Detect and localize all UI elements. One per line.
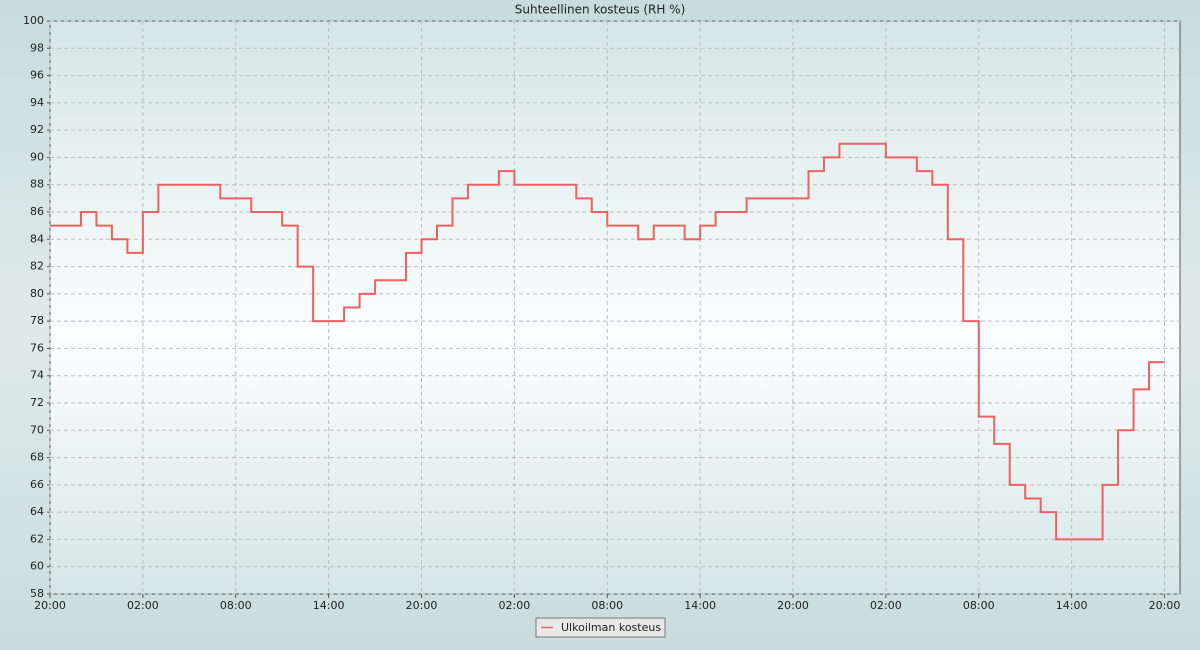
x-tick-label: 02:00 — [870, 599, 902, 612]
y-tick-label: 64 — [30, 505, 44, 518]
y-tick-label: 76 — [30, 341, 44, 354]
y-tick-label: 86 — [30, 205, 44, 218]
y-tick-label: 74 — [30, 369, 44, 382]
x-tick-label: 08:00 — [963, 599, 995, 612]
legend-label: Ulkoilman kosteus — [561, 621, 661, 634]
x-tick-label: 20:00 — [406, 599, 438, 612]
x-tick-label: 14:00 — [684, 599, 716, 612]
chart-title: Suhteellinen kosteus (RH %) — [515, 3, 686, 17]
legend-box — [535, 617, 666, 638]
y-tick-label: 60 — [30, 560, 44, 573]
y-tick-label: 90 — [30, 150, 44, 163]
x-tick-label: 20:00 — [777, 599, 809, 612]
x-tick-label: 08:00 — [591, 599, 623, 612]
y-tick-label: 70 — [30, 423, 44, 436]
x-tick-label: 02:00 — [127, 599, 159, 612]
y-tick-label: 100 — [23, 14, 44, 27]
plot-area — [49, 20, 1181, 595]
y-tick-label: 96 — [30, 69, 44, 82]
x-tick-label: 08:00 — [220, 599, 252, 612]
x-tick-label: 02:00 — [499, 599, 531, 612]
x-tick-label: 14:00 — [1056, 599, 1088, 612]
y-tick-label: 82 — [30, 260, 44, 273]
y-tick-label: 98 — [30, 41, 44, 54]
y-tick-label: 94 — [30, 96, 44, 109]
y-tick-label: 72 — [30, 396, 44, 409]
y-tick-label: 68 — [30, 451, 44, 464]
y-tick-label: 80 — [30, 287, 44, 300]
x-tick-label: 14:00 — [313, 599, 345, 612]
y-tick-label: 92 — [30, 123, 44, 136]
y-tick-label: 84 — [30, 232, 44, 245]
y-tick-label: 88 — [30, 178, 44, 191]
y-tick-label: 58 — [30, 587, 44, 600]
y-tick-label: 78 — [30, 314, 44, 327]
y-tick-label: 66 — [30, 478, 44, 491]
y-tick-label: 62 — [30, 532, 44, 545]
x-tick-label: 20:00 — [1149, 599, 1181, 612]
x-tick-label: 20:00 — [34, 599, 66, 612]
data-line — [50, 142, 1165, 541]
